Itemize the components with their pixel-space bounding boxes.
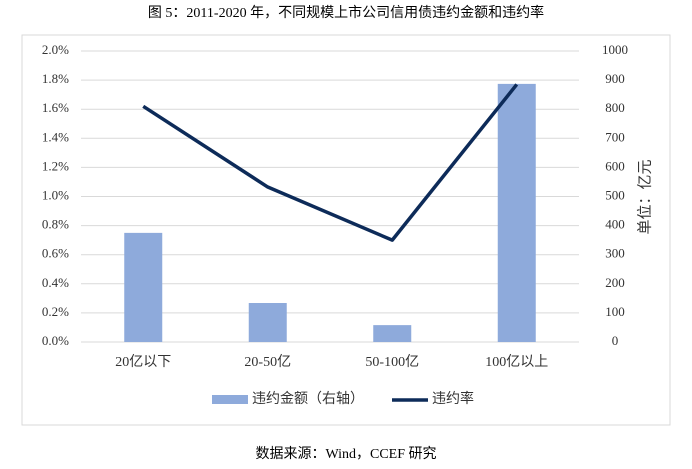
y2-tick-label: 100 [605, 304, 625, 319]
x-tick-label: 20-50亿 [244, 354, 291, 370]
y-tick-label: 1.6% [42, 100, 69, 115]
x-tick-label: 20亿以下 [115, 354, 171, 370]
y2-tick-label: 200 [605, 275, 625, 290]
y-tick-label: 1.4% [42, 129, 69, 144]
bar [497, 83, 536, 343]
bar [124, 232, 163, 342]
chart-title: 图 5：2011-2020 年，不同规模上市公司信用债违约金额和违约率 [148, 4, 544, 21]
x-tick-label: 100亿以上 [485, 354, 548, 370]
y-tick-label: 0.6% [42, 246, 69, 261]
y2-tick-label: 900 [605, 71, 625, 86]
y2-axis-label: 单位：亿元 [636, 159, 653, 234]
y-tick-label: 0.8% [42, 217, 69, 232]
bar [248, 303, 287, 342]
legend-label: 违约率 [432, 390, 474, 407]
y2-tick-label: 600 [605, 158, 625, 173]
y-tick-label: 0.4% [42, 275, 69, 290]
bar [373, 325, 412, 342]
y2-tick-label: 400 [605, 217, 625, 232]
y-tick-label: 0.2% [42, 304, 69, 319]
y2-tick-label: 1000 [602, 42, 628, 57]
legend-swatch [212, 395, 248, 404]
y2-tick-label: 800 [605, 100, 625, 115]
y-tick-label: 1.0% [42, 187, 69, 202]
y-tick-label: 1.2% [42, 158, 69, 173]
legend-label: 违约金额（右轴） [252, 391, 364, 407]
x-tick-label: 50-100亿 [365, 354, 419, 370]
source-note: 数据来源：Wind，CCEF 研究 [255, 446, 436, 462]
y2-tick-label: 300 [605, 246, 625, 261]
y2-tick-label: 700 [605, 129, 625, 144]
y-tick-label: 0.0% [42, 333, 69, 348]
y-tick-label: 1.8% [42, 71, 69, 86]
y2-tick-label: 0 [612, 333, 619, 348]
line [142, 83, 519, 242]
y2-tick-label: 500 [605, 187, 625, 202]
y-tick-label: 2.0% [42, 42, 69, 57]
chart-frame [21, 34, 671, 426]
